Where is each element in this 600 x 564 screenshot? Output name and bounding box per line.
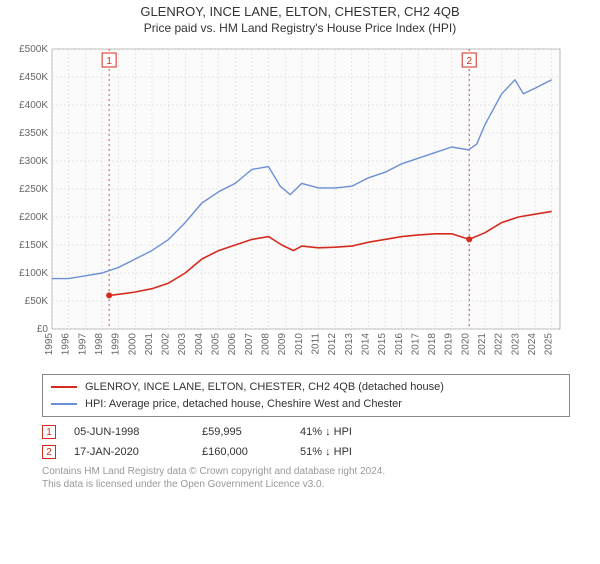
svg-text:2019: 2019	[444, 333, 455, 356]
svg-text:£50K: £50K	[25, 296, 49, 307]
legend-item-hpi: HPI: Average price, detached house, Ches…	[51, 396, 561, 413]
sale-price: £59,995	[202, 426, 282, 438]
svg-text:2015: 2015	[377, 333, 388, 356]
svg-text:2021: 2021	[477, 333, 488, 356]
chart-container: £0£50K£100K£150K£200K£250K£300K£350K£400…	[10, 43, 590, 366]
svg-text:2018: 2018	[427, 333, 438, 356]
svg-text:2008: 2008	[261, 333, 272, 356]
svg-text:£150K: £150K	[19, 240, 48, 251]
legend-label: HPI: Average price, detached house, Ches…	[85, 396, 402, 413]
legend-item-property: GLENROY, INCE LANE, ELTON, CHESTER, CH2 …	[51, 379, 561, 396]
svg-text:2017: 2017	[410, 333, 421, 356]
sale-date: 05-JUN-1998	[74, 426, 184, 438]
svg-text:£350K: £350K	[19, 128, 48, 139]
svg-text:2001: 2001	[144, 333, 155, 356]
footer: Contains HM Land Registry data © Crown c…	[42, 465, 570, 491]
svg-text:2016: 2016	[394, 333, 405, 356]
title-main: GLENROY, INCE LANE, ELTON, CHESTER, CH2 …	[0, 4, 600, 19]
svg-text:2: 2	[466, 56, 472, 67]
svg-text:2007: 2007	[244, 333, 255, 356]
svg-text:£300K: £300K	[19, 156, 48, 167]
svg-text:£250K: £250K	[19, 184, 48, 195]
svg-text:2013: 2013	[344, 333, 355, 356]
svg-text:2022: 2022	[494, 333, 505, 356]
svg-text:2024: 2024	[527, 333, 538, 356]
svg-text:2004: 2004	[194, 333, 205, 356]
sale-price: £160,000	[202, 446, 282, 458]
legend-label: GLENROY, INCE LANE, ELTON, CHESTER, CH2 …	[85, 379, 444, 396]
svg-text:1: 1	[106, 56, 112, 67]
svg-text:2020: 2020	[460, 333, 471, 356]
svg-text:2014: 2014	[360, 333, 371, 356]
legend-swatch	[51, 386, 77, 388]
sale-date: 17-JAN-2020	[74, 446, 184, 458]
svg-text:2005: 2005	[211, 333, 222, 356]
sale-marker-icon: 1	[42, 425, 56, 439]
sale-events: 1 05-JUN-1998 £59,995 41% ↓ HPI 2 17-JAN…	[42, 425, 570, 459]
footer-line: Contains HM Land Registry data © Crown c…	[42, 465, 570, 478]
svg-text:£450K: £450K	[19, 72, 48, 83]
svg-text:£500K: £500K	[19, 44, 48, 55]
legend-swatch	[51, 403, 77, 405]
svg-text:2009: 2009	[277, 333, 288, 356]
svg-text:2023: 2023	[510, 333, 521, 356]
svg-text:2006: 2006	[227, 333, 238, 356]
title-sub: Price paid vs. HM Land Registry's House …	[0, 21, 600, 35]
svg-text:£200K: £200K	[19, 212, 48, 223]
sale-marker-icon: 2	[42, 445, 56, 459]
sale-pct: 51% ↓ HPI	[300, 446, 420, 458]
svg-text:1997: 1997	[77, 333, 88, 356]
legend: GLENROY, INCE LANE, ELTON, CHESTER, CH2 …	[42, 374, 570, 417]
svg-text:2011: 2011	[310, 333, 321, 355]
svg-text:1999: 1999	[111, 333, 122, 356]
sale-pct: 41% ↓ HPI	[300, 426, 420, 438]
svg-text:2012: 2012	[327, 333, 338, 356]
svg-text:2010: 2010	[294, 333, 305, 356]
sale-row-1: 1 05-JUN-1998 £59,995 41% ↓ HPI	[42, 425, 570, 439]
svg-text:£100K: £100K	[19, 268, 48, 279]
sale-row-2: 2 17-JAN-2020 £160,000 51% ↓ HPI	[42, 445, 570, 459]
chart-titles: GLENROY, INCE LANE, ELTON, CHESTER, CH2 …	[0, 4, 600, 35]
svg-text:2002: 2002	[161, 333, 172, 356]
svg-text:1996: 1996	[61, 333, 72, 356]
svg-text:2000: 2000	[127, 333, 138, 356]
svg-text:1998: 1998	[94, 333, 105, 356]
footer-line: This data is licensed under the Open Gov…	[42, 478, 570, 491]
svg-text:£400K: £400K	[19, 100, 48, 111]
svg-text:1995: 1995	[44, 333, 55, 356]
svg-text:2003: 2003	[177, 333, 188, 356]
price-chart: £0£50K£100K£150K£200K£250K£300K£350K£400…	[10, 43, 570, 363]
svg-text:2025: 2025	[544, 333, 555, 356]
